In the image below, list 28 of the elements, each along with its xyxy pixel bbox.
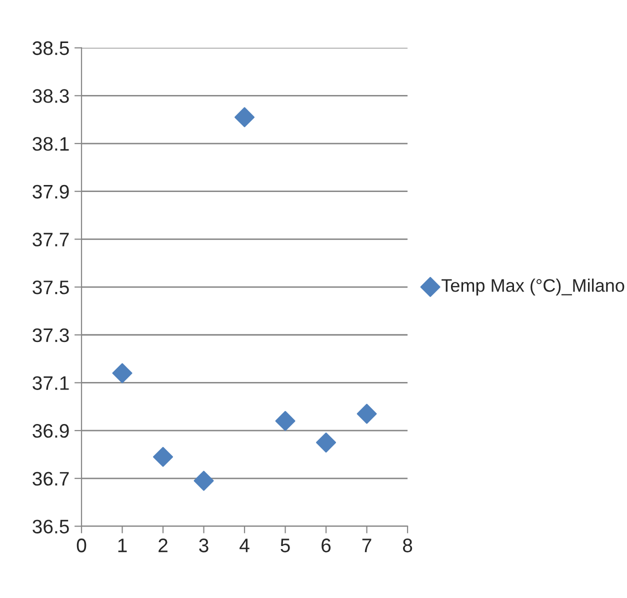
y-tick-label: 37.3 [32, 328, 69, 342]
y-tick-label: 38.1 [32, 136, 69, 151]
x-tick-label: 8 [402, 538, 412, 552]
y-tick-label: 37.9 [32, 184, 69, 199]
point [234, 107, 255, 128]
point [275, 410, 296, 432]
point [194, 470, 214, 491]
y-tick-label: 38.5 [32, 41, 69, 56]
x-tick-label: 5 [280, 538, 290, 552]
y-tick-label: 38.3 [32, 89, 69, 103]
x-tick-label: 4 [240, 538, 250, 552]
point [356, 404, 377, 424]
point [316, 432, 336, 453]
x-tick-label: 6 [322, 538, 331, 552]
y-tick-label: 37.5 [32, 280, 69, 294]
x-tick-label: 1 [118, 538, 127, 552]
y-tick-label: 37.1 [32, 376, 69, 390]
y-tick-label: 36.5 [32, 520, 69, 534]
x-tick-label: 2 [158, 538, 168, 552]
point [112, 363, 132, 384]
legend-label: Temp Max (°C)_Milano [442, 278, 624, 296]
y-tick-label: 36.7 [32, 472, 69, 486]
y-tick-label: 37.7 [32, 232, 69, 246]
point [153, 446, 174, 467]
y-tick-label: 36.9 [32, 424, 69, 438]
x-tick-label: 3 [199, 538, 208, 552]
x-tick-label: 7 [362, 538, 372, 552]
x-tick-label: 0 [76, 538, 86, 552]
